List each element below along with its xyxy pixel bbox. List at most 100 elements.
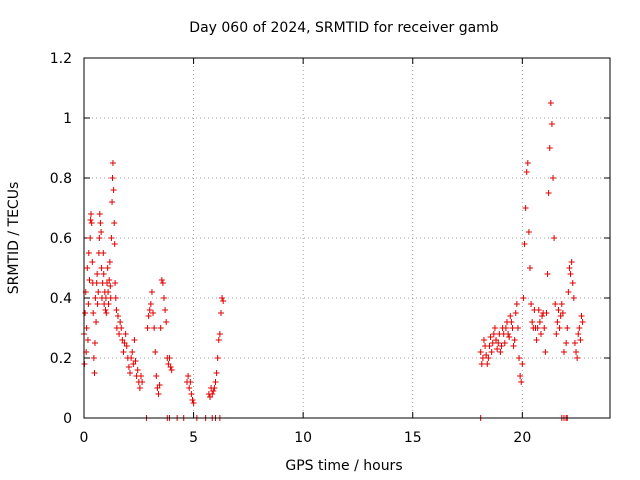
data-point — [544, 271, 551, 277]
data-point — [516, 355, 523, 361]
data-point — [509, 325, 516, 331]
data-point — [560, 349, 567, 355]
data-point — [501, 340, 508, 346]
data-point — [548, 121, 555, 127]
data-point — [485, 355, 492, 361]
data-point — [85, 250, 92, 256]
data-point — [558, 301, 565, 307]
data-point — [518, 379, 525, 385]
data-point — [125, 364, 132, 370]
data-point — [533, 337, 540, 343]
data-point — [534, 325, 541, 331]
data-point — [536, 319, 543, 325]
data-point — [94, 301, 101, 307]
data-point — [212, 379, 219, 385]
data-point — [188, 391, 195, 397]
data-point — [88, 220, 95, 226]
data-point — [575, 331, 582, 337]
data-point — [111, 241, 118, 247]
data-point — [542, 349, 549, 355]
data-point — [211, 385, 218, 391]
axis-layer: 0 5 10 15 20 0 0.2 0.4 0.6 0.8 1 1.2 — [50, 51, 610, 446]
y-tick-label: 1 — [63, 111, 72, 127]
data-point — [94, 271, 101, 277]
data-point — [569, 280, 576, 286]
data-point — [547, 100, 554, 106]
data-point — [89, 259, 96, 265]
y-tick-label: 0 — [63, 411, 72, 427]
y-tick-label: 0.4 — [50, 291, 72, 307]
data-point — [162, 307, 169, 313]
data-point — [127, 370, 134, 376]
data-point — [517, 373, 524, 379]
data-point — [524, 160, 531, 166]
data-point — [506, 334, 513, 340]
data-point — [556, 325, 563, 331]
data-point — [109, 160, 116, 166]
data-point — [190, 400, 197, 406]
x-tick-label: 10 — [294, 430, 312, 446]
data-point — [574, 355, 581, 361]
data-point — [132, 358, 139, 364]
data-point — [134, 367, 141, 373]
data-point — [546, 145, 553, 151]
y-tick-label: 0.6 — [50, 231, 72, 247]
data-point — [159, 280, 166, 286]
data-point — [484, 361, 491, 367]
data-point — [541, 325, 548, 331]
data-point — [84, 265, 91, 271]
data-point — [525, 229, 532, 235]
data-point — [220, 298, 227, 304]
data-point — [163, 319, 170, 325]
data-point — [514, 325, 521, 331]
data-point — [565, 289, 572, 295]
data-point — [84, 337, 91, 343]
data-point — [116, 331, 123, 337]
data-point — [210, 388, 217, 394]
marker-layer — [81, 100, 586, 421]
plot-frame — [83, 57, 611, 419]
y-tick-label: 0.8 — [50, 171, 72, 187]
data-point — [139, 379, 146, 385]
data-point — [144, 325, 151, 331]
data-point — [527, 265, 534, 271]
data-point — [108, 235, 115, 241]
data-point — [112, 295, 119, 301]
data-point — [109, 199, 116, 205]
x-tick-label: 15 — [404, 430, 422, 446]
data-point — [111, 220, 118, 226]
data-point — [100, 271, 107, 277]
data-point — [480, 337, 487, 343]
data-point — [93, 319, 100, 325]
data-point — [489, 340, 496, 346]
data-point — [551, 235, 558, 241]
data-point — [477, 349, 484, 355]
data-point — [146, 307, 153, 313]
data-point — [160, 295, 167, 301]
data-point — [487, 334, 494, 340]
y-tick-label: 1.2 — [50, 51, 72, 67]
data-point — [148, 289, 155, 295]
y-tick-label: 0.2 — [50, 351, 72, 367]
data-point — [537, 331, 544, 337]
data-point — [106, 259, 113, 265]
data-point — [155, 391, 162, 397]
data-point — [576, 325, 583, 331]
data-point — [508, 319, 515, 325]
data-point — [97, 220, 104, 226]
data-point — [479, 355, 486, 361]
data-point — [495, 340, 502, 346]
data-point — [145, 313, 152, 319]
data-point — [100, 250, 107, 256]
data-point — [93, 280, 100, 286]
data-point — [529, 319, 536, 325]
data-point — [494, 346, 501, 352]
data-point — [216, 331, 223, 337]
data-point — [92, 295, 99, 301]
data-point — [510, 343, 517, 349]
data-point — [513, 301, 520, 307]
data-point — [106, 277, 113, 283]
x-axis-label: GPS time / hours — [285, 458, 402, 474]
